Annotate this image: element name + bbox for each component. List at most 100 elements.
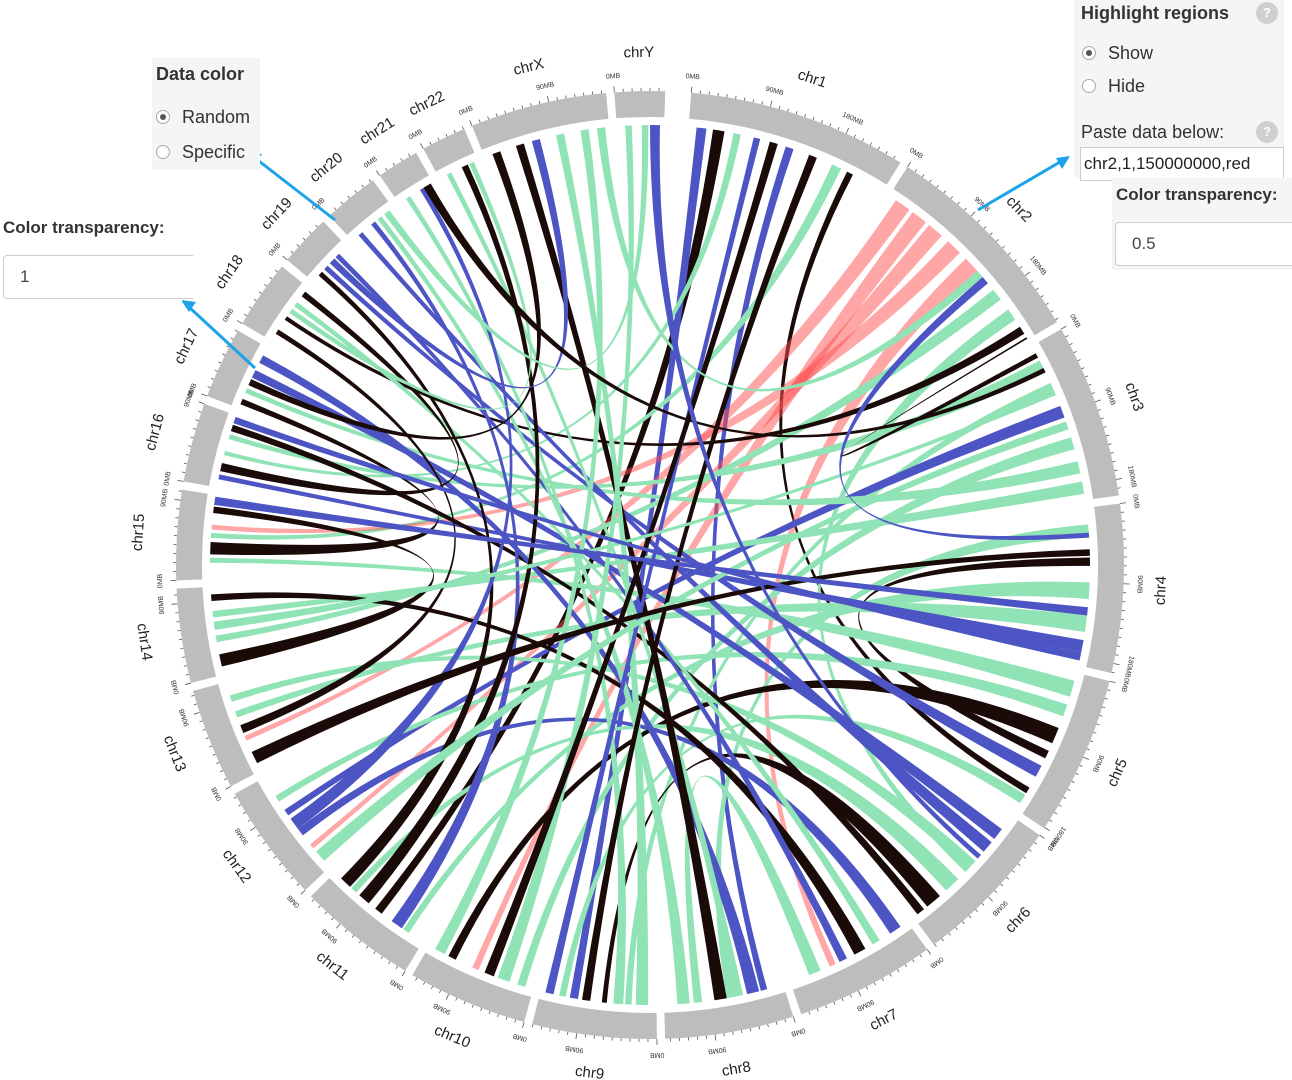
tick-mark: [787, 108, 789, 112]
tick-mark: [1002, 245, 1005, 249]
radio-random[interactable]: Random: [156, 100, 250, 134]
tick-mark: [538, 100, 541, 105]
tick-mark: [302, 237, 306, 241]
radio-show[interactable]: Show: [1082, 36, 1153, 70]
tick-mark: [445, 133, 448, 137]
tick-label: 0MB: [210, 785, 223, 801]
tick-mark: [429, 141, 432, 145]
tick-label: 0MB: [187, 382, 199, 398]
radio-specific-indicator[interactable]: [156, 145, 170, 159]
chromosome-segment-chr12: [234, 781, 325, 891]
tick-label: 0MB: [908, 147, 924, 161]
tick-mark: [269, 276, 273, 280]
tick-mark: [1090, 740, 1094, 743]
tick-mark: [258, 291, 262, 294]
transparency-right-input[interactable]: 0.5: [1115, 222, 1292, 266]
tick-mark: [957, 201, 960, 205]
chromosome-label-chr22: chr22: [406, 88, 447, 120]
tick-mark: [1091, 392, 1095, 394]
tick-mark: [841, 998, 844, 1002]
tick-mark: [1013, 259, 1017, 262]
tick-mark: [226, 345, 230, 348]
tick-label: 0MB: [363, 156, 379, 170]
paste-data-input[interactable]: chr2,1,150000000,red: [1080, 147, 1284, 181]
tick-mark: [1100, 417, 1104, 420]
tick-mark: [1063, 796, 1067, 799]
tick-label: 180MB: [1123, 655, 1135, 678]
tick-mark: [964, 207, 967, 211]
tick-label: 0MB: [1119, 677, 1129, 693]
link-ribbon: [318, 271, 494, 887]
chromosome-segment-chr10: [412, 952, 532, 1022]
tick-mark: [983, 226, 987, 229]
tick-mark: [1105, 434, 1110, 437]
tick-mark: [1040, 295, 1044, 298]
chromosome-segment-chrY: [614, 91, 666, 119]
radio-hide[interactable]: Hide: [1082, 69, 1145, 103]
chromosome-segment-chr14: [176, 587, 217, 684]
tick-mark: [1054, 812, 1058, 815]
tick-mark: [869, 142, 872, 146]
chromosome-segment-chr11: [310, 878, 419, 971]
chromosome-label-chr11: chr11: [313, 948, 352, 984]
tick-mark: [749, 1028, 752, 1032]
tick-mark: [1109, 680, 1116, 683]
tick-mark: [1111, 671, 1115, 674]
tick-mark: [1081, 367, 1085, 370]
tick-mark: [177, 479, 184, 482]
tick-mark: [1097, 409, 1102, 411]
tick-mark: [775, 1021, 778, 1025]
tick-mark: [1086, 748, 1090, 751]
tick-mark: [1060, 325, 1067, 330]
link-ribbon: [210, 592, 866, 955]
tick-mark: [1114, 469, 1118, 472]
transparency-left-input[interactable]: 1: [3, 255, 193, 299]
help-icon[interactable]: ?: [1256, 121, 1278, 143]
tick-label: 90MB: [234, 826, 250, 845]
tick-mark: [904, 964, 907, 968]
tick-mark: [253, 298, 257, 302]
tick-mark: [970, 211, 976, 217]
arrow-head-transparency-left: [181, 300, 196, 312]
tick-mark: [743, 97, 746, 101]
tick-mark: [354, 190, 357, 193]
tick-mark: [311, 899, 315, 902]
tick-mark: [1028, 849, 1032, 852]
tick-mark: [512, 107, 515, 112]
tick-label: 0MB: [1045, 836, 1059, 852]
chromosome-segment-chr22: [423, 128, 475, 172]
link-ribbon: [214, 496, 1088, 616]
radio-show-indicator[interactable]: [1082, 46, 1096, 60]
tick-mark: [461, 126, 464, 130]
tick-mark: [1083, 756, 1089, 760]
link-ribbon: [601, 753, 940, 1003]
tick-mark: [504, 110, 506, 114]
radio-hide-indicator[interactable]: [1082, 79, 1096, 93]
tick-mark: [833, 1001, 836, 1005]
tick-mark: [907, 161, 912, 168]
tick-mark: [469, 120, 473, 126]
tick-mark: [195, 419, 199, 422]
tick-mark: [268, 848, 271, 852]
tick-mark: [941, 938, 944, 942]
tick-mark: [361, 184, 364, 188]
tick-mark: [351, 934, 355, 938]
tick-mark: [455, 997, 458, 1001]
tick-mark: [222, 353, 226, 356]
tick-label: 0MB: [157, 573, 164, 588]
chromosome-segment-chr18: [242, 266, 303, 337]
chromosome-label-chr1: chr1: [796, 66, 829, 91]
tick-mark: [1093, 731, 1097, 734]
radio-specific[interactable]: Specific: [156, 135, 245, 169]
help-icon[interactable]: ?: [1256, 2, 1278, 24]
tick-mark: [218, 361, 222, 364]
tick-mark: [1069, 343, 1073, 346]
radio-random-indicator[interactable]: [156, 110, 170, 124]
tick-mark: [735, 95, 737, 99]
tick-mark: [505, 1016, 508, 1020]
tick-mark: [185, 673, 189, 676]
link-ribbon: [448, 680, 1059, 960]
chromosome-segment-chr19: [287, 221, 342, 277]
link-ribbon: [858, 557, 1090, 759]
link-ribbon: [240, 329, 456, 733]
